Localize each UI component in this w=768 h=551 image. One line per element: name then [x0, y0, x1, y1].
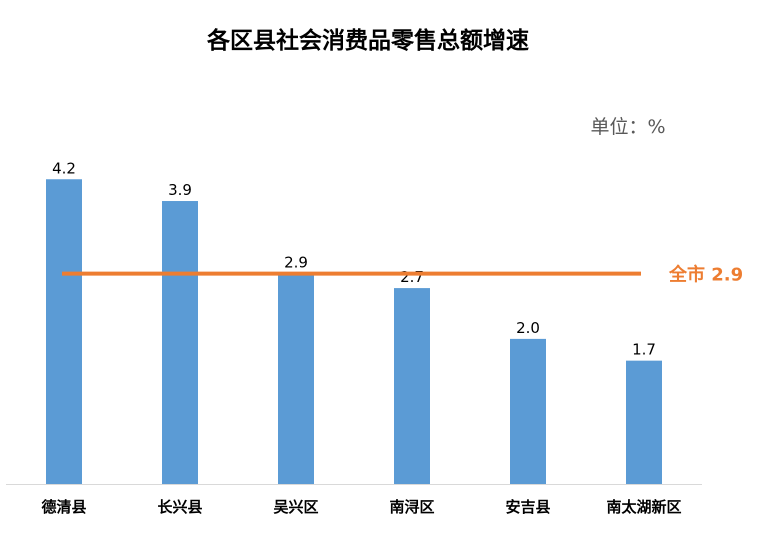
x-tick-label-1: 德清县	[41, 498, 86, 516]
x-tick-label-6: 南太湖新区	[606, 498, 681, 516]
reference-label: 全市 2.9	[668, 264, 743, 286]
x-tick-label-5: 安吉县	[505, 498, 550, 516]
bar-1	[46, 179, 82, 485]
bar-value-label-6: 1.7	[632, 341, 656, 359]
bar-value-label-1: 4.2	[52, 159, 76, 177]
bar-value-label-2: 3.9	[168, 181, 192, 199]
bar-labels-group: 4.2 3.9 2.9 2.7 2.0 1.7	[52, 159, 656, 358]
bar-value-label-3: 2.9	[284, 254, 308, 272]
x-tick-label-4: 南浔区	[389, 498, 434, 516]
bar-value-label-5: 2.0	[516, 319, 540, 337]
chart-title: 各区县社会消费品零售总额增速	[206, 27, 529, 54]
bar-4	[394, 288, 430, 484]
bars-group	[46, 179, 662, 485]
bar-6	[626, 360, 662, 484]
bar-3	[278, 273, 314, 484]
bar-5	[510, 338, 546, 484]
unit-label: 单位：%	[590, 116, 665, 138]
x-tick-labels-group: 德清县 长兴县 吴兴区 南浔区 安吉县 南太湖新区	[41, 498, 681, 516]
bar-value-label-4: 2.7	[400, 268, 424, 286]
bar-2	[162, 201, 198, 484]
x-tick-label-2: 长兴县	[157, 498, 202, 516]
x-tick-label-3: 吴兴区	[273, 498, 318, 516]
